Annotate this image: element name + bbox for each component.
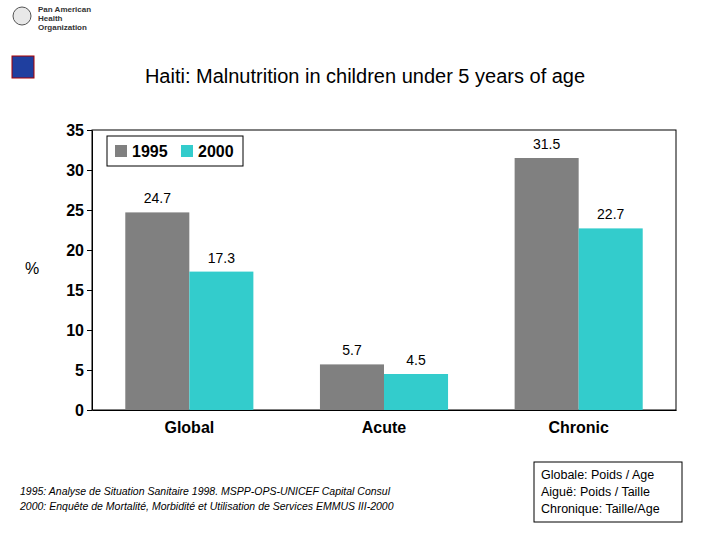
x-tick-label: Chronic xyxy=(548,419,609,436)
bar xyxy=(189,272,253,410)
logo-flag xyxy=(12,56,34,78)
title: Haiti: Malnutrition in children under 5 … xyxy=(145,65,585,87)
x-axis-line xyxy=(93,410,677,411)
x-tick-label: Acute xyxy=(362,419,407,436)
x-axis: Global Acute Chronic xyxy=(93,410,677,436)
legend: 1995 2000 xyxy=(107,136,243,166)
bars xyxy=(125,158,642,410)
legend-label: 1995 xyxy=(132,143,168,160)
y-tick-label: 15 xyxy=(66,282,84,299)
data-label: 17.3 xyxy=(208,250,235,266)
logo-emblem xyxy=(13,7,31,25)
source-note: 2000: Enquête de Mortalité, Morbidité et… xyxy=(19,500,394,512)
y-axis: 0 5 10 15 20 25 30 35 xyxy=(66,122,92,419)
y-tick: 10 xyxy=(66,322,92,339)
y-tick: 25 xyxy=(66,202,92,219)
y-tick: 20 xyxy=(66,242,92,259)
y-tick: 35 xyxy=(66,122,92,139)
bar xyxy=(384,374,448,410)
y-tick-mark xyxy=(87,290,92,291)
chart: Pan AmericanHealthOrganization Haiti: Mal… xyxy=(0,0,720,540)
y-tick: 0 xyxy=(75,402,92,419)
y-tick-label: 10 xyxy=(66,322,84,339)
y-tick-mark xyxy=(87,410,92,411)
notes-box xyxy=(534,462,682,522)
data-label: 5.7 xyxy=(342,342,362,358)
y-axis-line xyxy=(92,131,93,411)
y-tick-mark xyxy=(87,250,92,251)
bar xyxy=(515,158,579,410)
plot-frame xyxy=(92,130,676,410)
x-tick: Global xyxy=(164,410,214,436)
data-label: 4.5 xyxy=(406,352,426,368)
y-tick-mark xyxy=(87,170,92,171)
y-tick-mark xyxy=(87,130,92,131)
y-tick-label: 30 xyxy=(66,162,84,179)
x-tick: Acute xyxy=(362,410,407,436)
organization-name: Pan American xyxy=(38,5,91,14)
bar xyxy=(320,364,384,410)
y-tick-label: 5 xyxy=(75,362,84,379)
legend-box xyxy=(107,136,243,166)
legend-label: 2000 xyxy=(198,143,234,160)
y-tick: 15 xyxy=(66,282,92,299)
data-label: 22.7 xyxy=(597,206,624,222)
y-tick-label: 35 xyxy=(66,122,84,139)
y-tick-mark xyxy=(87,210,92,211)
y-tick-label: 25 xyxy=(66,202,84,219)
definition-note: Aiguë: Poids / Taille xyxy=(541,485,650,499)
bar xyxy=(579,228,643,410)
y-tick-mark xyxy=(87,370,92,371)
x-tick-label: Global xyxy=(164,419,214,436)
definition-note: Chronique: Taille/Age xyxy=(541,502,660,516)
x-tick: Chronic xyxy=(548,410,609,436)
y-tick-mark xyxy=(87,330,92,331)
data-label: 24.7 xyxy=(144,190,171,206)
data-label: 31.5 xyxy=(533,136,560,152)
y-axis-title: % xyxy=(25,260,39,277)
logo: Pan AmericanHealthOrganization xyxy=(12,5,91,78)
y-tick: 30 xyxy=(66,162,92,179)
legend-swatch xyxy=(181,145,193,157)
y-tick: 5 xyxy=(75,362,92,379)
source-note: 1995: Analyse de Situation Sanitaire 199… xyxy=(20,485,391,497)
legend-swatch xyxy=(115,145,127,157)
y-tick-label: 0 xyxy=(75,402,84,419)
organization-name: Health xyxy=(38,14,63,23)
data-labels: 24.7 5.7 31.5 17.3 4.5 22.7 xyxy=(144,136,625,368)
bar xyxy=(125,212,189,410)
y-tick-label: 20 xyxy=(66,242,84,259)
organization-name: Organization xyxy=(38,23,87,32)
definition-note: Globale: Poids / Age xyxy=(541,468,654,482)
